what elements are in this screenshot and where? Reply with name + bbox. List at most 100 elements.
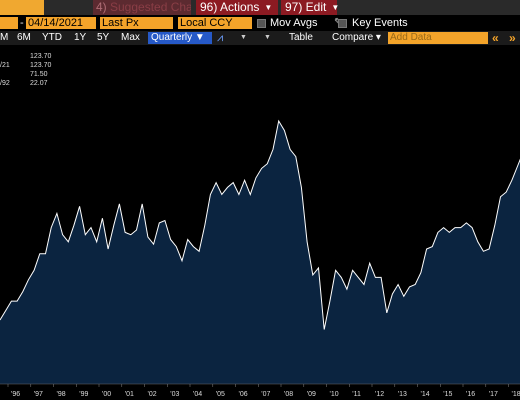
suggested-charts-button[interactable]: 4) Suggested Charts — [93, 0, 191, 15]
data-point — [420, 272, 421, 273]
x-tick-label: '96 — [11, 391, 20, 398]
data-point — [483, 251, 484, 252]
data-point — [369, 263, 370, 264]
compare-button[interactable]: Compare ▾ — [332, 32, 381, 43]
chart-type-icon[interactable]: ⩘ — [217, 32, 224, 44]
scroll-forward-icon[interactable]: » — [509, 31, 516, 45]
data-point — [341, 277, 342, 278]
data-point — [164, 220, 165, 221]
chevron-down-icon[interactable]: ▼ — [240, 34, 247, 41]
period-1m-button[interactable]: M — [0, 32, 9, 43]
suggested-charts-label: Suggested Charts — [110, 0, 191, 14]
data-point — [375, 277, 376, 278]
data-point — [227, 187, 228, 188]
mov-avgs-checkbox[interactable] — [257, 19, 266, 28]
data-point — [34, 270, 35, 271]
data-point — [511, 180, 512, 181]
edit-menu-button[interactable]: 97) Edit ▼ — [281, 0, 340, 15]
currency-select[interactable]: Local CCY — [178, 17, 252, 29]
frequency-select[interactable]: Quarterly ▼ — [148, 32, 212, 44]
x-tick-label: '18 — [512, 391, 520, 398]
data-point — [199, 251, 200, 252]
x-tick-label: '08 — [284, 391, 293, 398]
data-point — [108, 248, 109, 249]
top-menu-bar: 4) Suggested Charts 96) Actions ▼ 97) Edi… — [0, 0, 520, 15]
data-point — [17, 301, 18, 302]
x-tick-label: '06 — [239, 391, 248, 398]
data-point — [415, 284, 416, 285]
x-tick-label: '03 — [170, 391, 179, 398]
data-point — [324, 329, 325, 330]
data-point — [153, 244, 154, 245]
data-point — [466, 222, 467, 223]
x-tick-label: '07 — [261, 391, 270, 398]
suggested-charts-number: 4) — [96, 0, 107, 14]
actions-number: 96) — [200, 0, 218, 14]
period-max-button[interactable]: Max — [121, 32, 140, 43]
security-field-stub[interactable] — [0, 0, 44, 15]
period-5y-button[interactable]: 5Y — [97, 32, 110, 43]
data-point — [386, 312, 387, 313]
date-range-separator: - — [20, 17, 24, 29]
data-point — [506, 192, 507, 193]
data-point — [204, 225, 205, 226]
x-tick-label: '17 — [489, 391, 498, 398]
options-chevron-icon[interactable]: ▼ — [264, 34, 271, 41]
data-point — [363, 284, 364, 285]
edit-caret-icon: ▼ — [331, 3, 340, 12]
add-data-input[interactable]: Add Data — [388, 32, 488, 44]
edit-label: Edit — [302, 0, 327, 14]
start-date-field[interactable] — [0, 17, 18, 29]
data-point — [56, 213, 57, 214]
x-tick-label: '02 — [148, 391, 157, 398]
data-point — [187, 239, 188, 240]
data-point — [261, 168, 262, 169]
data-point — [119, 203, 120, 204]
actions-menu-button[interactable]: 96) Actions ▼ — [196, 0, 278, 15]
price-area-chart[interactable]: '96 '97 '98 '99 '00 '01 '02 '03 '04 '05 '06 '07 '08 '… — [0, 46, 520, 400]
period-1y-button[interactable]: 1Y — [74, 32, 87, 43]
data-point — [272, 149, 273, 150]
data-point — [500, 196, 501, 197]
data-point — [193, 246, 194, 247]
data-point — [130, 234, 131, 235]
price-type-select[interactable]: Last Px — [100, 17, 173, 29]
period-6m-button[interactable]: 6M — [17, 32, 31, 43]
key-events-checkbox[interactable] — [338, 19, 347, 28]
data-point — [454, 227, 455, 228]
table-button[interactable]: Table — [289, 32, 313, 43]
x-tick-label: '14 — [421, 391, 430, 398]
data-point — [255, 177, 256, 178]
scroll-back-icon[interactable]: « — [492, 31, 499, 45]
data-point — [5, 310, 6, 311]
data-point — [250, 194, 251, 195]
price-line — [0, 119, 520, 330]
data-point — [159, 222, 160, 223]
data-point — [125, 232, 126, 233]
data-point — [216, 182, 217, 183]
data-point — [11, 301, 12, 302]
x-tick-label: '05 — [216, 391, 225, 398]
mov-avgs-label: Mov Avgs — [270, 17, 318, 29]
data-point — [494, 225, 495, 226]
data-point — [51, 227, 52, 228]
data-point — [307, 241, 308, 242]
x-tick-label: '04 — [193, 391, 202, 398]
data-point — [28, 279, 29, 280]
edit-number: 97) — [285, 0, 303, 14]
data-point — [472, 227, 473, 228]
x-axis: '96 '97 '98 '99 '00 '01 '02 '03 '04 '05 '06 '07 '08 '… — [0, 383, 520, 398]
data-point — [329, 301, 330, 302]
legend-value-low: 22.07 — [30, 80, 48, 87]
price-area-fill — [0, 121, 520, 384]
data-point — [432, 246, 433, 247]
data-point — [181, 260, 182, 261]
actions-label: Actions — [217, 0, 260, 14]
data-point — [238, 194, 239, 195]
x-tick-label: '97 — [34, 391, 43, 398]
data-point — [267, 163, 268, 164]
x-tick-label: '12 — [375, 391, 384, 398]
legend-date-high: /21 — [0, 62, 10, 69]
period-ytd-button[interactable]: YTD — [42, 32, 62, 43]
end-date-field[interactable]: 04/14/2021 — [26, 17, 96, 29]
